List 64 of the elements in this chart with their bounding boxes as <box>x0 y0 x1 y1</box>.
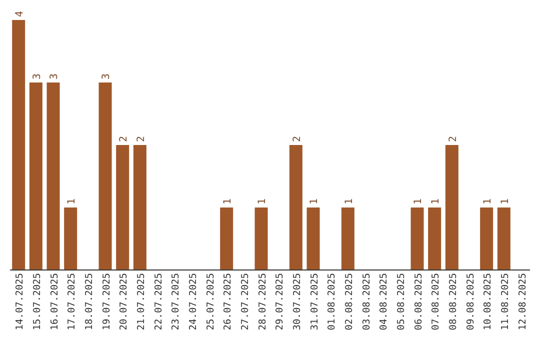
bar <box>254 208 268 270</box>
x-tick-label: 05.08.2025 <box>396 273 407 330</box>
x-tick-label: 25.07.2025 <box>205 273 216 330</box>
x-tick-label: 20.07.2025 <box>118 273 130 330</box>
bar <box>497 208 510 270</box>
x-tick-label: 16.07.2025 <box>49 273 60 330</box>
x-tick-label: 29.07.2025 <box>274 273 286 330</box>
data-label: 2 <box>448 136 459 142</box>
x-tick-label: 30.07.2025 <box>292 273 303 330</box>
data-label: 2 <box>136 136 147 142</box>
x-tick-label: 09.08.2025 <box>465 273 476 330</box>
data-label: 1 <box>222 198 234 204</box>
bar <box>410 208 424 270</box>
bar <box>133 145 146 270</box>
x-tick-label: 11.08.2025 <box>500 273 511 330</box>
x-tick-label: 17.07.2025 <box>66 273 78 330</box>
x-tick-label: 26.07.2025 <box>222 273 234 330</box>
data-label: 1 <box>257 198 268 204</box>
x-tick-label: 07.08.2025 <box>430 273 442 330</box>
data-label: 2 <box>292 136 303 142</box>
x-tick-label: 03.08.2025 <box>361 273 372 330</box>
data-label: 2 <box>118 136 130 142</box>
data-label: 1 <box>430 198 442 204</box>
data-label: 1 <box>66 198 78 204</box>
bar <box>428 208 442 270</box>
x-tick-label: 15.07.2025 <box>32 273 43 330</box>
data-label: 1 <box>482 198 494 204</box>
bar <box>116 145 130 270</box>
x-tick-label: 01.08.2025 <box>326 273 338 330</box>
bar <box>98 82 112 270</box>
x-tick-label: 08.08.2025 <box>448 273 459 330</box>
bar <box>220 208 234 270</box>
data-label: 3 <box>101 73 112 80</box>
data-label: 3 <box>32 73 43 80</box>
x-tick-label: 27.07.2025 <box>240 273 251 330</box>
x-tick-label: 14.07.2025 <box>14 273 26 330</box>
bar <box>46 82 60 270</box>
x-tick-label: 21.07.2025 <box>136 273 147 330</box>
bar <box>341 208 354 270</box>
bar <box>480 208 494 270</box>
bar <box>306 208 320 270</box>
x-tick-label: 18.07.2025 <box>84 273 95 330</box>
x-tick-label: 06.08.2025 <box>413 273 424 330</box>
data-label: 1 <box>500 198 511 204</box>
bar <box>64 208 78 270</box>
x-tick-label: 23.07.2025 <box>170 273 182 330</box>
x-tick-label: 28.07.2025 <box>257 273 268 330</box>
data-label: 1 <box>344 198 355 204</box>
x-tick-label: 19.07.2025 <box>101 273 112 330</box>
x-tick-label: 02.08.2025 <box>344 273 355 330</box>
data-label: 4 <box>14 10 26 17</box>
bar <box>29 82 42 270</box>
x-tick-label: 31.07.2025 <box>309 273 320 330</box>
x-tick-label: 10.08.2025 <box>482 273 494 330</box>
data-label: 3 <box>49 73 60 80</box>
bar <box>445 145 458 270</box>
data-label: 1 <box>309 198 320 204</box>
x-tick-label: 22.07.2025 <box>153 273 164 330</box>
x-tick-label: 12.08.2025 <box>517 273 528 330</box>
bar <box>289 145 302 270</box>
x-tick-label: 04.08.2025 <box>378 273 390 330</box>
data-label: 1 <box>413 198 424 204</box>
x-tick-label: 24.07.2025 <box>188 273 199 330</box>
bar <box>12 20 26 270</box>
